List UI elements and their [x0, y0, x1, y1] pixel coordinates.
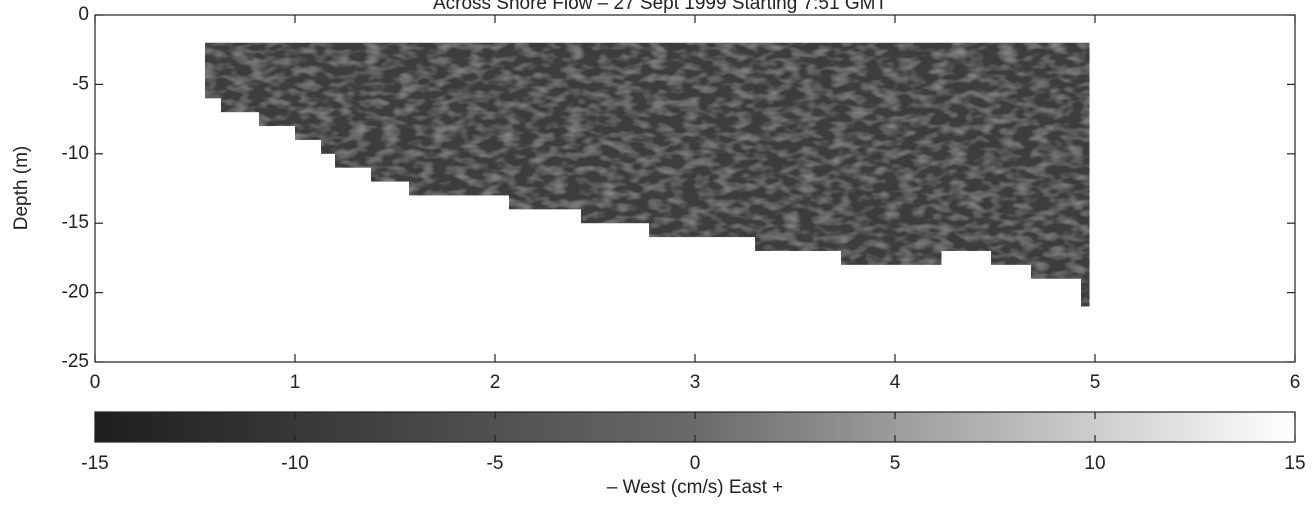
y-tick-label: -20 [62, 282, 89, 303]
y-tick-label: -25 [62, 351, 89, 372]
y-tick-label: 0 [78, 4, 89, 25]
section-column [581, 42, 650, 224]
colorbar-tick-label: -5 [487, 453, 504, 474]
x-tick-label: 5 [1090, 372, 1101, 393]
chart-title: Across Shore Flow – 27 Sept 1999 Startin… [433, 0, 888, 14]
colorbar-tick-label: 0 [690, 453, 701, 474]
colorbar-tick-label: -10 [281, 453, 308, 474]
colorbar-tick-label: -15 [81, 453, 108, 474]
section-column [841, 42, 942, 265]
colorbar-label: – West (cm/s) East + [607, 477, 784, 498]
x-tick-label: 2 [490, 372, 501, 393]
x-tick-label: 0 [90, 372, 101, 393]
section-column [509, 42, 582, 210]
y-tick-label: -5 [72, 73, 89, 94]
x-tick-label: 3 [690, 372, 701, 393]
y-tick-label: -10 [62, 143, 89, 164]
section-column [259, 42, 296, 127]
section-column [755, 42, 842, 251]
section-column [1031, 42, 1082, 279]
section-column [409, 42, 510, 196]
colorbar-tick-label: 15 [1284, 453, 1305, 474]
x-tick-label: 4 [890, 372, 901, 393]
colorbar-tick-label: 5 [890, 453, 901, 474]
section-column [321, 42, 336, 154]
field [205, 42, 1090, 307]
section-column [205, 42, 222, 99]
section-column [221, 42, 260, 113]
colorbar-tick-label: 10 [1084, 453, 1105, 474]
section-column [649, 42, 756, 238]
x-tick-label: 6 [1290, 372, 1301, 393]
section-column [941, 42, 992, 251]
section-column [371, 42, 410, 182]
y-tick-label: -15 [62, 212, 89, 233]
section-column [1081, 42, 1090, 307]
y-axis-label: Depth (m) [11, 146, 32, 230]
section-column [991, 42, 1032, 265]
x-tick-label: 1 [290, 372, 301, 393]
section-column [295, 42, 322, 140]
section-column [335, 42, 372, 168]
